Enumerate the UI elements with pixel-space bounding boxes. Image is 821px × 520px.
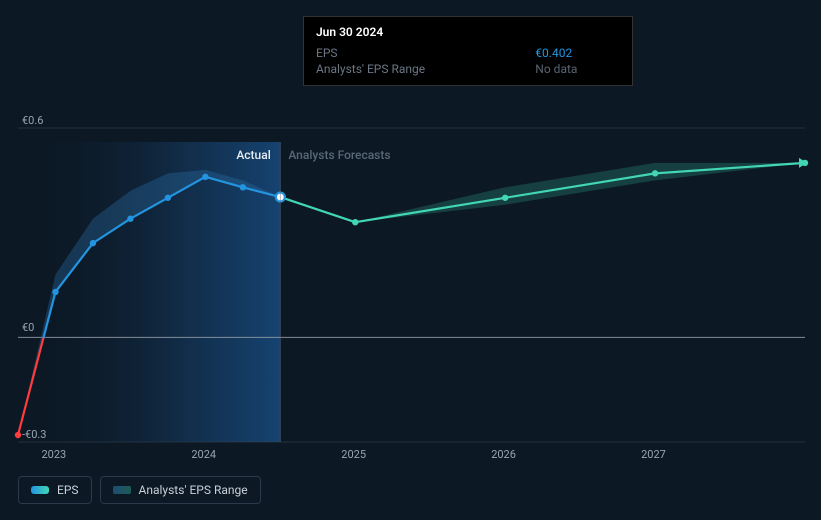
legend-swatch-icon [31, 486, 49, 494]
tooltip-label: EPS [316, 45, 535, 61]
legend-item-eps[interactable]: EPS [18, 476, 92, 504]
legend-item-range[interactable]: Analysts' EPS Range [100, 476, 261, 504]
eps-chart: Jun 30 2024 EPS €0.402 Analysts' EPS Ran… [0, 0, 821, 520]
legend-swatch-icon [113, 486, 131, 494]
tooltip-table: EPS €0.402 Analysts' EPS Range No data [316, 45, 620, 77]
tooltip-value: €0.402 [535, 45, 620, 61]
chart-tooltip: Jun 30 2024 EPS €0.402 Analysts' EPS Ran… [303, 16, 633, 86]
tooltip-label: Analysts' EPS Range [316, 61, 535, 77]
legend-label: EPS [57, 483, 79, 497]
legend-label: Analysts' EPS Range [139, 483, 248, 497]
tooltip-date: Jun 30 2024 [316, 25, 620, 39]
chart-legend: EPS Analysts' EPS Range [18, 476, 261, 504]
tooltip-value: No data [535, 61, 620, 77]
tooltip-row-eps: EPS €0.402 [316, 45, 620, 61]
tooltip-row-range: Analysts' EPS Range No data [316, 61, 620, 77]
